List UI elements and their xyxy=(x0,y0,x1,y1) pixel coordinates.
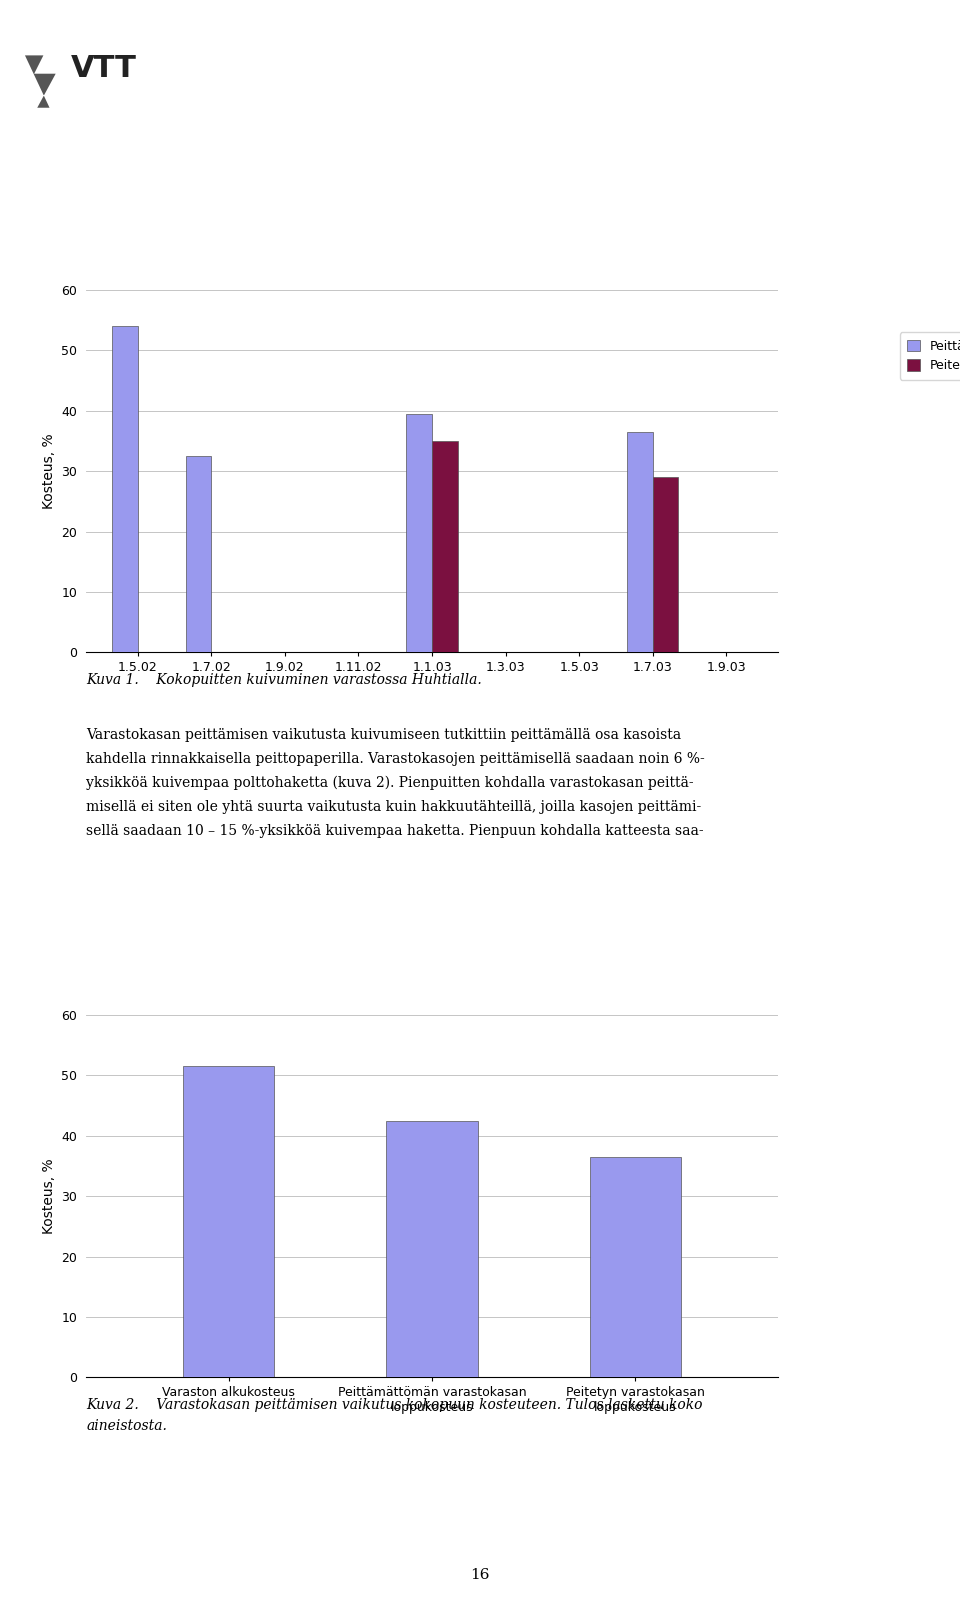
Bar xyxy=(432,441,458,652)
Text: sellä saadaan 10 – 15 %-yksikköä kuivempaa haketta. Pienpuun kohdalla katteesta : sellä saadaan 10 – 15 %-yksikköä kuivemp… xyxy=(86,823,704,838)
Bar xyxy=(112,325,138,652)
Bar xyxy=(406,414,432,652)
Text: Kuva 1.    Kokopuitten kuivuminen varastossa Huhtialla.: Kuva 1. Kokopuitten kuivuminen varastoss… xyxy=(86,673,482,688)
Bar xyxy=(183,1066,275,1377)
Text: 16: 16 xyxy=(470,1568,490,1582)
Polygon shape xyxy=(25,55,56,108)
Bar xyxy=(653,477,679,652)
Bar xyxy=(627,432,653,652)
Legend: Peittämätön, Peitetty: Peittämätön, Peitetty xyxy=(900,332,960,380)
Text: yksikköä kuivempaa polttohaketta (kuva 2). Pienpuitten kohdalla varastokasan pei: yksikköä kuivempaa polttohaketta (kuva 2… xyxy=(86,777,694,791)
Text: aineistosta.: aineistosta. xyxy=(86,1419,167,1434)
Bar xyxy=(589,1157,681,1377)
Text: Varastokasan peittämisen vaikutusta kuivumiseen tutkittiin peittämällä osa kasoi: Varastokasan peittämisen vaikutusta kuiv… xyxy=(86,728,682,743)
Text: kahdella rinnakkaisella peittopaperilla. Varastokasojen peittämisellä saadaan no: kahdella rinnakkaisella peittopaperilla.… xyxy=(86,752,706,765)
Text: misellä ei siten ole yhtä suurta vaikutusta kuin hakkuutähteillä, joilla kasojen: misellä ei siten ole yhtä suurta vaikutu… xyxy=(86,799,702,814)
Y-axis label: Kosteus, %: Kosteus, % xyxy=(42,433,56,509)
Bar xyxy=(386,1121,478,1377)
Text: VTT: VTT xyxy=(71,53,137,84)
Y-axis label: Kosteus, %: Kosteus, % xyxy=(42,1158,56,1234)
Text: Kuva 2.    Varastokasan peittämisen vaikutus kokopuun kosteuteen. Tulos laskettu: Kuva 2. Varastokasan peittämisen vaikutu… xyxy=(86,1398,703,1413)
Bar xyxy=(185,456,211,652)
